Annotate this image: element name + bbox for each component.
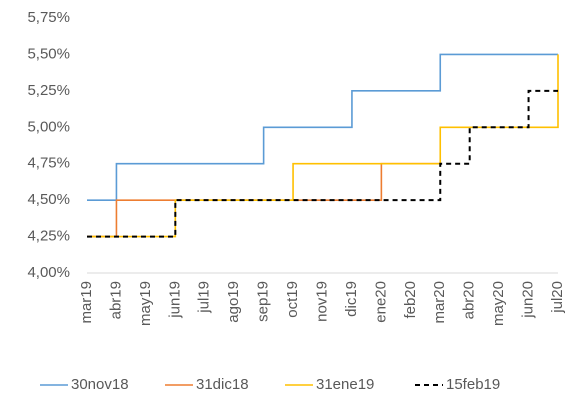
series-line	[87, 53, 558, 201]
x-tick-label: jul19	[196, 281, 213, 314]
series-line	[87, 89, 558, 238]
x-tick-label: feb20	[402, 281, 419, 319]
x-tick-label: may20	[490, 281, 507, 326]
x-tick-label: mar20	[431, 281, 448, 324]
legend-label: 15feb19	[446, 376, 500, 393]
x-tick-label: jun19	[166, 281, 183, 319]
x-tick-label: ene20	[372, 281, 389, 323]
x-tick-label: jun20	[520, 281, 537, 319]
x-tick-label: jul20	[549, 281, 566, 314]
y-tick-label: 4,25%	[27, 228, 70, 245]
y-tick-label: 5,00%	[27, 118, 70, 135]
y-tick-label: 4,75%	[27, 155, 70, 172]
legend-label: 30nov18	[71, 376, 129, 393]
x-tick-label: nov19	[313, 281, 330, 322]
x-tick-label: dic19	[343, 281, 360, 317]
legend-label: 31dic18	[196, 376, 249, 393]
x-tick-label: oct19	[284, 281, 301, 318]
x-tick-label: mar19	[78, 281, 95, 324]
y-tick-label: 5,50%	[27, 45, 70, 62]
x-tick-label: sep19	[255, 281, 272, 322]
y-tick-label: 5,75%	[27, 9, 70, 26]
y-tick-label: 5,25%	[27, 82, 70, 99]
x-tick-label: may19	[137, 281, 154, 326]
x-tick-label: abr20	[461, 281, 478, 319]
x-tick-label: abr19	[107, 281, 124, 319]
y-tick-label: 4,50%	[27, 191, 70, 208]
x-tick-label: ago19	[225, 281, 242, 323]
legend-label: 31ene19	[316, 376, 374, 393]
series-line	[87, 54, 559, 238]
y-tick-label: 4,00%	[27, 264, 70, 281]
